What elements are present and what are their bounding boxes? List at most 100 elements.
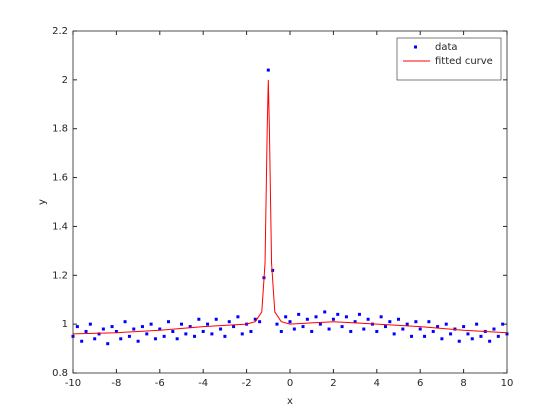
- data-point: [266, 68, 270, 72]
- x-tick-label: 4: [374, 378, 380, 389]
- data-point: [249, 329, 253, 333]
- legend-label: fitted curve: [435, 56, 493, 67]
- data-point: [214, 317, 218, 321]
- y-tick-label: 1.2: [52, 270, 68, 281]
- data-point: [444, 322, 448, 326]
- data-point: [357, 312, 361, 316]
- y-tick-label: 0.8: [52, 368, 68, 379]
- y-tick-label: 2.2: [52, 26, 68, 37]
- y-axis-label: y: [37, 199, 48, 205]
- legend-marker: [414, 45, 417, 49]
- data-point: [349, 329, 353, 333]
- data-point: [153, 337, 157, 341]
- data-point: [436, 325, 440, 329]
- data-point: [418, 327, 422, 331]
- data-point: [80, 339, 84, 343]
- data-point: [97, 332, 101, 336]
- data-point: [388, 320, 392, 324]
- data-point: [171, 329, 175, 333]
- y-tick-label: 2: [62, 75, 68, 86]
- data-point: [366, 317, 370, 321]
- plot-area: [73, 31, 507, 373]
- data-point: [379, 315, 383, 319]
- data-point: [470, 337, 474, 341]
- y-tick-label: 1.6: [52, 173, 68, 184]
- data-point: [401, 327, 405, 331]
- data-point: [123, 320, 127, 324]
- data-point: [457, 339, 461, 343]
- data-point: [475, 322, 479, 326]
- x-tick-label: 2: [330, 378, 336, 389]
- y-tick-label: 1: [62, 319, 68, 330]
- data-point: [84, 329, 88, 333]
- data-point: [240, 332, 244, 336]
- data-point: [223, 334, 227, 338]
- data-point: [132, 327, 136, 331]
- data-point: [479, 334, 483, 338]
- data-point: [292, 327, 296, 331]
- axes-box: [72, 30, 508, 374]
- x-tick-label: 8: [460, 378, 466, 389]
- data-point: [383, 325, 387, 329]
- data-point: [362, 327, 366, 331]
- data-point: [340, 325, 344, 329]
- data-point: [405, 322, 409, 326]
- data-point: [188, 325, 192, 329]
- y-tick-label: 1.4: [52, 221, 68, 232]
- x-tick-label: 10: [501, 378, 514, 389]
- data-point: [193, 334, 197, 338]
- data-point: [180, 322, 183, 326]
- x-tick-label: -2: [242, 378, 252, 389]
- data-point: [466, 332, 470, 336]
- data-point: [288, 320, 292, 324]
- data-point: [431, 329, 435, 333]
- data-point: [423, 334, 427, 338]
- data-point: [331, 317, 335, 321]
- legend-label: data: [435, 42, 458, 53]
- data-point: [149, 322, 153, 326]
- data-point: [101, 327, 105, 331]
- data-point: [145, 332, 149, 336]
- data-point: [449, 332, 453, 336]
- data-point: [414, 320, 418, 324]
- data-point: [310, 329, 314, 333]
- data-point: [219, 327, 223, 331]
- data-point: [127, 334, 131, 338]
- data-point: [197, 317, 201, 321]
- data-point: [110, 325, 114, 329]
- x-axis-label: x: [287, 396, 293, 407]
- data-point: [232, 325, 236, 329]
- data-point: [336, 312, 340, 316]
- data-point: [140, 325, 144, 329]
- data-point: [158, 327, 162, 331]
- data-point: [492, 327, 496, 331]
- data-point: [496, 334, 500, 338]
- data-point: [162, 334, 166, 338]
- x-tick-label: -8: [111, 378, 121, 389]
- data-point: [284, 315, 288, 319]
- data-point: [114, 329, 118, 333]
- data-point: [201, 329, 205, 333]
- data-point: [271, 268, 275, 272]
- data-point: [410, 334, 414, 338]
- data-point: [488, 339, 492, 343]
- x-tick-label: -4: [198, 378, 208, 389]
- data-point: [297, 312, 301, 316]
- data-point: [75, 325, 79, 329]
- data-point: [275, 322, 279, 326]
- data-point: [279, 329, 283, 333]
- data-point: [184, 332, 188, 336]
- data-point: [305, 317, 309, 321]
- x-tick-label: 0: [287, 378, 293, 389]
- data-point: [397, 317, 400, 321]
- data-point: [344, 315, 348, 319]
- data-point: [314, 315, 318, 319]
- data-point: [323, 310, 327, 314]
- data-point: [166, 320, 170, 324]
- data-point: [440, 337, 444, 341]
- data-point: [258, 320, 262, 324]
- data-point: [236, 315, 240, 319]
- data-point: [206, 322, 210, 326]
- x-tick-label: -6: [155, 378, 165, 389]
